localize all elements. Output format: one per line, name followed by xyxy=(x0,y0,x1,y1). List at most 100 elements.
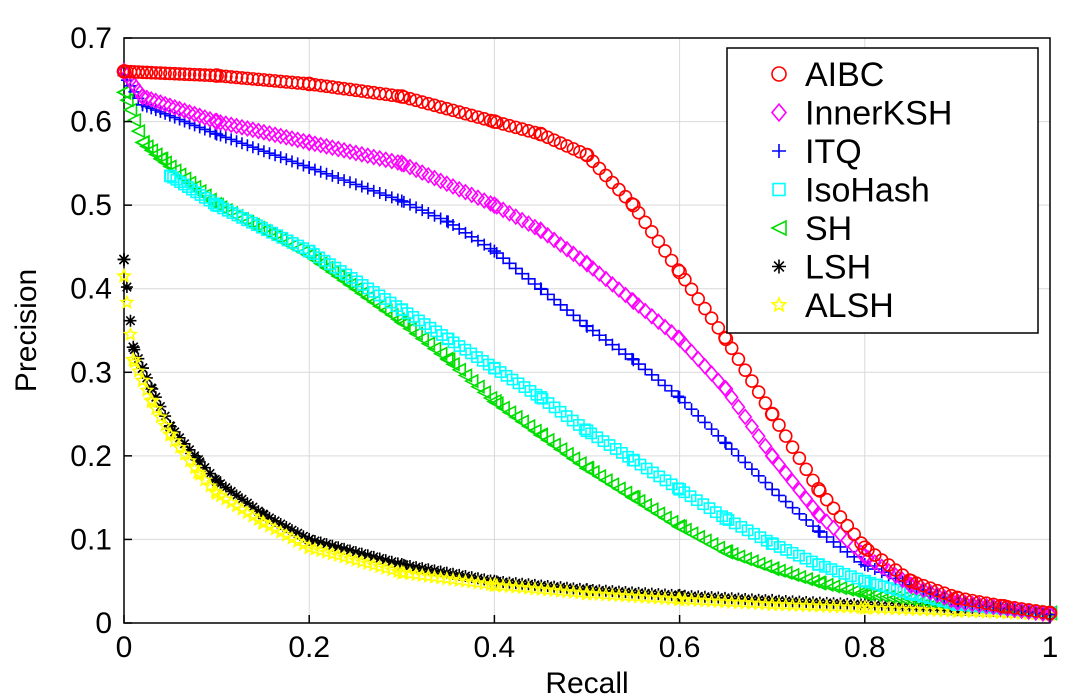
data-point xyxy=(134,134,150,151)
data-point xyxy=(336,273,351,288)
legend-label: LSH xyxy=(805,249,871,287)
data-point xyxy=(267,521,283,536)
data-point xyxy=(162,97,177,115)
legend-label: ITQ xyxy=(805,133,862,171)
data-point xyxy=(414,331,430,347)
y-tick-label: 0.7 xyxy=(70,22,112,55)
data-point xyxy=(751,427,766,445)
data-point xyxy=(745,374,759,388)
data-point xyxy=(486,196,502,215)
data-point xyxy=(171,439,188,455)
data-point xyxy=(882,599,895,612)
data-point xyxy=(241,139,254,152)
data-point xyxy=(703,536,719,552)
data-point xyxy=(192,68,207,82)
legend-item-aibc: AIBC xyxy=(771,56,884,94)
data-point xyxy=(851,572,864,585)
data-point xyxy=(673,482,686,496)
data-point xyxy=(158,66,172,81)
data-point xyxy=(117,252,131,266)
data-point xyxy=(458,183,473,201)
data-point xyxy=(124,314,137,327)
data-point xyxy=(251,72,266,87)
data-point xyxy=(678,396,691,409)
data-point xyxy=(441,215,455,229)
legend-label: IsoHash xyxy=(805,172,930,210)
data-point xyxy=(126,112,142,128)
data-point xyxy=(840,518,855,533)
data-point xyxy=(197,472,213,487)
data-point xyxy=(786,501,799,514)
data-point xyxy=(463,373,479,389)
data-point xyxy=(847,538,862,555)
data-point xyxy=(152,151,169,167)
data-point xyxy=(415,95,430,109)
data-point xyxy=(831,565,844,578)
data-point xyxy=(980,600,993,613)
data-point xyxy=(807,596,820,609)
data-point xyxy=(506,373,519,386)
data-point xyxy=(457,368,473,383)
data-point xyxy=(280,153,293,166)
data-point xyxy=(848,598,861,611)
data-point xyxy=(685,403,698,416)
series-isohash xyxy=(163,169,1057,620)
data-point xyxy=(663,514,679,530)
data-point xyxy=(416,204,429,217)
data-point xyxy=(135,65,150,80)
data-point xyxy=(177,102,192,120)
data-point xyxy=(818,560,831,573)
data-point xyxy=(644,502,659,517)
data-point xyxy=(235,71,249,85)
data-point xyxy=(144,65,159,80)
data-point xyxy=(844,570,857,583)
data-point xyxy=(592,161,607,176)
data-point xyxy=(360,147,375,165)
data-point xyxy=(841,597,854,610)
data-point xyxy=(765,537,779,550)
data-point xyxy=(754,531,767,544)
data-point xyxy=(219,69,233,84)
data-point xyxy=(565,451,581,466)
data-point xyxy=(326,169,339,182)
data-point xyxy=(349,546,362,559)
data-point xyxy=(167,432,183,448)
data-point xyxy=(245,121,260,139)
data-point xyxy=(153,94,168,112)
data-point xyxy=(296,132,311,150)
data-point xyxy=(875,566,888,579)
data-point xyxy=(874,553,889,567)
legend-item-isohash: IsoHash xyxy=(772,172,930,210)
data-point xyxy=(712,429,725,442)
data-point xyxy=(403,91,417,106)
data-point xyxy=(725,443,738,456)
data-point xyxy=(698,416,711,429)
data-point xyxy=(373,552,386,565)
data-point xyxy=(625,197,641,213)
data-point xyxy=(856,585,873,602)
data-point xyxy=(731,352,746,367)
data-point xyxy=(122,102,138,118)
data-point xyxy=(684,490,697,503)
data-point xyxy=(470,189,486,207)
data-point xyxy=(618,189,633,204)
data-point xyxy=(651,234,666,249)
data-point xyxy=(148,92,163,110)
data-point xyxy=(471,234,484,247)
data-point xyxy=(297,530,310,543)
data-point xyxy=(274,517,287,530)
data-point xyxy=(1036,605,1050,619)
data-point xyxy=(653,470,666,483)
data-point xyxy=(598,270,613,288)
data-point xyxy=(644,307,659,325)
data-point xyxy=(139,89,154,107)
data-point xyxy=(354,145,369,163)
data-point xyxy=(355,547,368,560)
data-point xyxy=(597,435,610,448)
data-point xyxy=(813,596,826,609)
data-point xyxy=(566,142,581,156)
data-point xyxy=(626,353,640,367)
data-point xyxy=(1021,603,1036,617)
legend-marker xyxy=(772,259,786,274)
data-point xyxy=(355,180,368,193)
